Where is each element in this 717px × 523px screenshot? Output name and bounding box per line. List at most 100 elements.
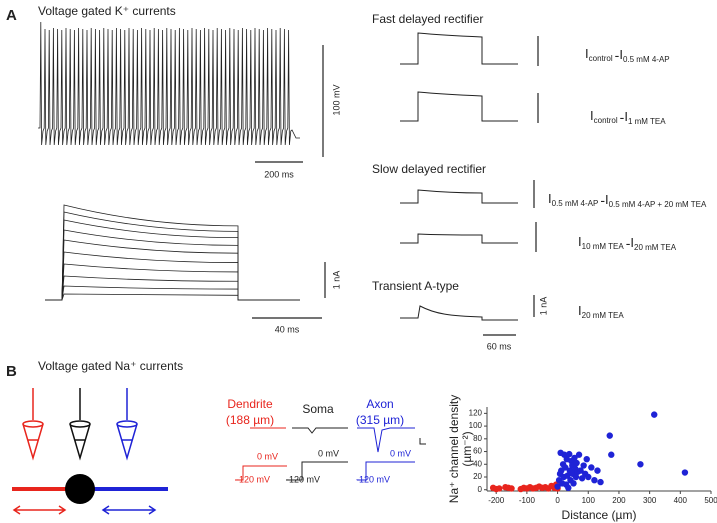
symbol: I bbox=[548, 191, 552, 206]
step-label: 0 mV bbox=[257, 451, 278, 461]
y-tick-label: 40 bbox=[473, 459, 482, 468]
trace bbox=[286, 461, 348, 481]
operator: - bbox=[600, 192, 605, 208]
y-tick-label: 0 bbox=[478, 485, 483, 494]
hold-label: -120 mV bbox=[286, 474, 320, 484]
y-tick-label: 20 bbox=[473, 472, 482, 481]
hold-label: -120 mV bbox=[236, 474, 270, 484]
y-tick-label: 120 bbox=[469, 408, 483, 417]
panel-title: Voltage gated K⁺ currents bbox=[38, 4, 176, 18]
trace bbox=[45, 211, 300, 301]
point bbox=[572, 473, 580, 481]
subscript: 20 mM TEA bbox=[582, 311, 625, 320]
trace bbox=[45, 285, 300, 301]
scale-label: 40 ms bbox=[275, 324, 300, 334]
subscript: 0.5 mM 4-AP + 20 mM TEA bbox=[609, 200, 707, 209]
point bbox=[565, 484, 572, 492]
equation: Icontrol -I1 mM TEA bbox=[590, 108, 666, 126]
operator: - bbox=[620, 109, 625, 125]
x-tick-label: 200 bbox=[612, 496, 626, 505]
panel-label: A bbox=[6, 7, 17, 24]
point bbox=[606, 432, 613, 439]
step-label: 0 mV bbox=[318, 448, 339, 458]
recording-name: Axon bbox=[366, 397, 393, 411]
x-tick-label: 100 bbox=[582, 496, 596, 505]
hold-label: -120 mV bbox=[356, 474, 390, 484]
point bbox=[571, 454, 578, 462]
point bbox=[496, 485, 503, 492]
trace bbox=[400, 189, 518, 204]
point bbox=[588, 464, 595, 471]
scale-label: 1 nA bbox=[331, 271, 341, 290]
trace bbox=[45, 229, 300, 301]
symbol: I bbox=[578, 303, 582, 318]
y-tick-label: 100 bbox=[469, 421, 483, 430]
symbol: I bbox=[619, 47, 623, 62]
trace bbox=[400, 305, 518, 321]
x-tick-label: -200 bbox=[488, 496, 505, 505]
recording-name: Dendrite bbox=[227, 397, 273, 411]
symbol: I bbox=[605, 192, 609, 207]
point bbox=[578, 475, 586, 482]
point bbox=[573, 459, 580, 467]
operator: - bbox=[615, 47, 620, 63]
trace bbox=[400, 32, 518, 65]
point bbox=[580, 462, 587, 469]
x-axis-label: Distance (µm) bbox=[562, 508, 637, 522]
recording-name: Soma bbox=[302, 402, 334, 416]
trace bbox=[45, 263, 300, 301]
traces bbox=[38, 21, 518, 481]
point bbox=[570, 480, 577, 487]
x-tick-label: -100 bbox=[519, 496, 536, 505]
subscript: control bbox=[589, 54, 613, 63]
trace bbox=[45, 275, 300, 301]
panel-label: B bbox=[6, 363, 17, 380]
trace bbox=[357, 461, 415, 481]
x-tick-label: 500 bbox=[704, 496, 717, 505]
step-label: 0 mV bbox=[390, 448, 411, 458]
group-title: Transient A-type bbox=[372, 279, 459, 293]
point bbox=[594, 467, 601, 474]
scale-label: 60 ms bbox=[487, 341, 512, 351]
trace bbox=[45, 239, 300, 301]
trace bbox=[38, 21, 300, 146]
neuron-diagram bbox=[12, 388, 168, 515]
scale-label: 100 mV bbox=[331, 84, 341, 115]
group-title: Fast delayed rectifier bbox=[372, 12, 483, 26]
scale-label: 200 ms bbox=[264, 169, 294, 179]
point bbox=[591, 476, 598, 484]
trace bbox=[292, 427, 348, 434]
trace bbox=[400, 91, 518, 122]
scale-label: 1 nA bbox=[538, 297, 548, 316]
subscript: control bbox=[594, 116, 618, 125]
trace bbox=[400, 233, 518, 244]
point bbox=[681, 469, 689, 476]
point bbox=[597, 478, 604, 486]
symbol: I bbox=[590, 108, 594, 123]
x-tick-label: 300 bbox=[643, 496, 657, 505]
point bbox=[585, 473, 592, 481]
subscript: 0.5 mM 4-AP bbox=[552, 199, 599, 208]
equation: Icontrol -I0.5 mM 4-AP bbox=[585, 46, 670, 64]
trace bbox=[45, 251, 300, 301]
y-tick-label: 80 bbox=[473, 434, 482, 443]
trace bbox=[419, 438, 426, 445]
trace bbox=[357, 427, 415, 453]
subscript: 1 mM TEA bbox=[628, 117, 666, 126]
equation: I10 mM TEA -I20 mM TEA bbox=[578, 234, 677, 252]
symbol: I bbox=[630, 235, 634, 250]
point bbox=[608, 451, 615, 458]
subscript: 0.5 mM 4-AP bbox=[623, 55, 670, 64]
recording-distance: (315 µm) bbox=[356, 413, 404, 427]
trace bbox=[235, 465, 287, 481]
equation: I0.5 mM 4-AP -I0.5 mM 4-AP + 20 mM TEA bbox=[548, 191, 707, 209]
point bbox=[577, 467, 584, 474]
subscript: 20 mM TEA bbox=[634, 243, 677, 252]
y-axis-label: Na⁺ channel density bbox=[447, 395, 461, 503]
trace bbox=[45, 219, 300, 301]
symbol: I bbox=[578, 234, 582, 249]
equation: I20 mM TEA bbox=[578, 303, 624, 320]
trace bbox=[45, 204, 300, 301]
subscript: 10 mM TEA bbox=[582, 242, 625, 251]
scale-bars bbox=[252, 36, 539, 336]
